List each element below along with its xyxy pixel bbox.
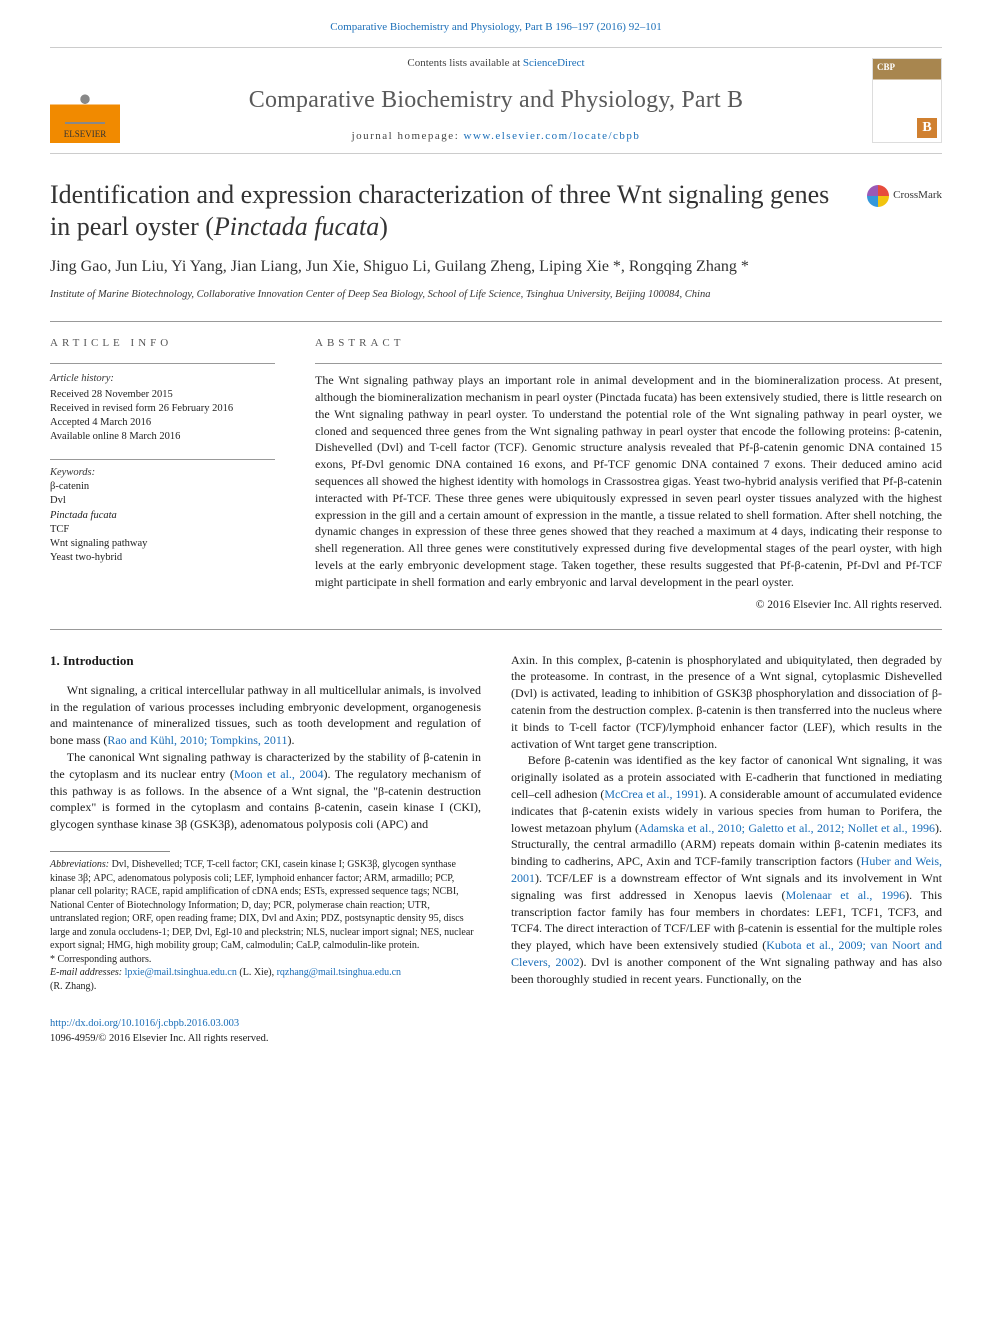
keyword: Pinctada fucata: [50, 509, 275, 523]
doi-link[interactable]: http://dx.doi.org/10.1016/j.cbpb.2016.03…: [50, 1018, 239, 1029]
footnote-rule: [50, 851, 170, 852]
email-link[interactable]: rqzhang@mail.tsinghua.edu.cn: [277, 967, 401, 978]
keywords-list: β-catenin Dvl Pinctada fucata TCF Wnt si…: [50, 480, 275, 565]
history-label: Article history:: [50, 372, 275, 387]
email-link[interactable]: lpxie@mail.tsinghua.edu.cn: [125, 967, 237, 978]
keyword: Dvl: [50, 494, 275, 508]
citation-link[interactable]: Moon et al., 2004: [234, 767, 324, 781]
body-paragraph: Axin. In this complex, β-catenin is phos…: [511, 652, 942, 753]
masthead: ELSEVIER Contents lists available at Sci…: [50, 47, 942, 153]
info-rule: [50, 363, 275, 364]
keyword: β-catenin: [50, 480, 275, 494]
history-received: Received 28 November 2015: [50, 388, 275, 402]
citation-link[interactable]: Molenaar et al., 1996: [786, 888, 906, 902]
citation-link[interactable]: McCrea et al., 1991: [604, 787, 699, 801]
rule-above-meta: [50, 321, 942, 322]
history-revised: Received in revised form 26 February 201…: [50, 402, 275, 416]
body-paragraph: Before β-catenin was identified as the k…: [511, 752, 942, 987]
introduction-heading: 1. Introduction: [50, 652, 481, 670]
citation-link[interactable]: Rao and Kühl, 2010; Tompkins, 2011: [107, 733, 287, 747]
elsevier-label: ELSEVIER: [64, 128, 107, 141]
contents-prefix: Contents lists available at: [407, 57, 522, 69]
p-text: ).: [288, 733, 295, 747]
keywords-label: Keywords:: [50, 466, 275, 481]
keyword: TCF: [50, 523, 275, 537]
body-text-right: Axin. In this complex, β-catenin is phos…: [511, 652, 942, 988]
homepage-prefix: journal homepage:: [352, 130, 464, 142]
history-accepted: Accepted 4 March 2016: [50, 416, 275, 430]
article-title: Identification and expression characteri…: [50, 179, 847, 244]
title-row: Identification and expression characteri…: [50, 179, 942, 244]
abstract-heading: abstract: [315, 336, 942, 351]
title-text-2: ): [379, 212, 388, 241]
title-text-1: Identification and expression characteri…: [50, 180, 829, 242]
crossmark-label: CrossMark: [893, 188, 942, 203]
homepage-url[interactable]: www.elsevier.com/locate/cbpb: [464, 130, 641, 142]
body-paragraph: Wnt signaling, a critical intercellular …: [50, 682, 481, 749]
footnotes: Abbreviations: Dvl, Dishevelled; TCF, T-…: [50, 858, 481, 993]
abstract-column: abstract The Wnt signaling pathway plays…: [315, 336, 942, 613]
keywords-rule: [50, 459, 275, 460]
abstract-text: The Wnt signaling pathway plays an impor…: [315, 372, 942, 590]
copyright-line: © 2016 Elsevier Inc. All rights reserved…: [315, 597, 942, 613]
body-paragraph: The canonical Wnt signaling pathway is c…: [50, 749, 481, 833]
affiliation: Institute of Marine Biotechnology, Colla…: [50, 288, 942, 303]
body-column-right: Axin. In this complex, β-catenin is phos…: [511, 652, 942, 993]
abbreviations-footnote: Abbreviations: Dvl, Dishevelled; TCF, T-…: [50, 858, 481, 953]
journal-cover-thumbnail[interactable]: [872, 58, 942, 143]
history-online: Available online 8 March 2016: [50, 430, 275, 444]
abstract-rule: [315, 363, 942, 364]
citation-link[interactable]: Adamska et al., 2010; Galetto et al., 20…: [639, 821, 935, 835]
article-info-heading: article info: [50, 336, 275, 351]
body-columns: 1. Introduction Wnt signaling, a critica…: [50, 652, 942, 993]
body-text-left: Wnt signaling, a critical intercellular …: [50, 682, 481, 833]
email-who: (L. Xie),: [237, 967, 277, 978]
contents-available-line: Contents lists available at ScienceDirec…: [120, 56, 872, 71]
crossmark-badge[interactable]: CrossMark: [867, 179, 942, 207]
body-column-left: 1. Introduction Wnt signaling, a critica…: [50, 652, 481, 993]
elsevier-tree-icon: [65, 84, 105, 124]
email-who: (R. Zhang).: [50, 981, 96, 992]
keyword: Yeast two-hybrid: [50, 551, 275, 565]
sciencedirect-link[interactable]: ScienceDirect: [523, 57, 585, 69]
abbr-text: Dvl, Dishevelled; TCF, T-cell factor; CK…: [50, 859, 474, 951]
rule-above-body: [50, 629, 942, 630]
email-footnote: E-mail addresses: lpxie@mail.tsinghua.ed…: [50, 966, 481, 993]
bottom-block: http://dx.doi.org/10.1016/j.cbpb.2016.03…: [50, 1017, 942, 1046]
corresponding-footnote: * Corresponding authors.: [50, 953, 481, 967]
elsevier-logo[interactable]: ELSEVIER: [50, 58, 120, 143]
crossmark-icon: [867, 185, 889, 207]
meta-row: article info Article history: Received 2…: [50, 336, 942, 613]
abbr-label: Abbreviations:: [50, 859, 109, 870]
keyword: Wnt signaling pathway: [50, 537, 275, 551]
article-info-column: article info Article history: Received 2…: [50, 336, 275, 613]
authors-line: Jing Gao, Jun Liu, Yi Yang, Jian Liang, …: [50, 256, 942, 278]
email-label: E-mail addresses:: [50, 967, 122, 978]
issn-copyright: 1096-4959/© 2016 Elsevier Inc. All right…: [50, 1032, 942, 1047]
journal-name: Comparative Biochemistry and Physiology,…: [120, 84, 872, 118]
title-italic: Pinctada fucata: [214, 212, 379, 241]
masthead-center: Contents lists available at ScienceDirec…: [120, 56, 872, 144]
history-block: Received 28 November 2015 Received in re…: [50, 388, 275, 445]
journal-citation-header[interactable]: Comparative Biochemistry and Physiology,…: [50, 20, 942, 35]
homepage-line: journal homepage: www.elsevier.com/locat…: [120, 129, 872, 144]
